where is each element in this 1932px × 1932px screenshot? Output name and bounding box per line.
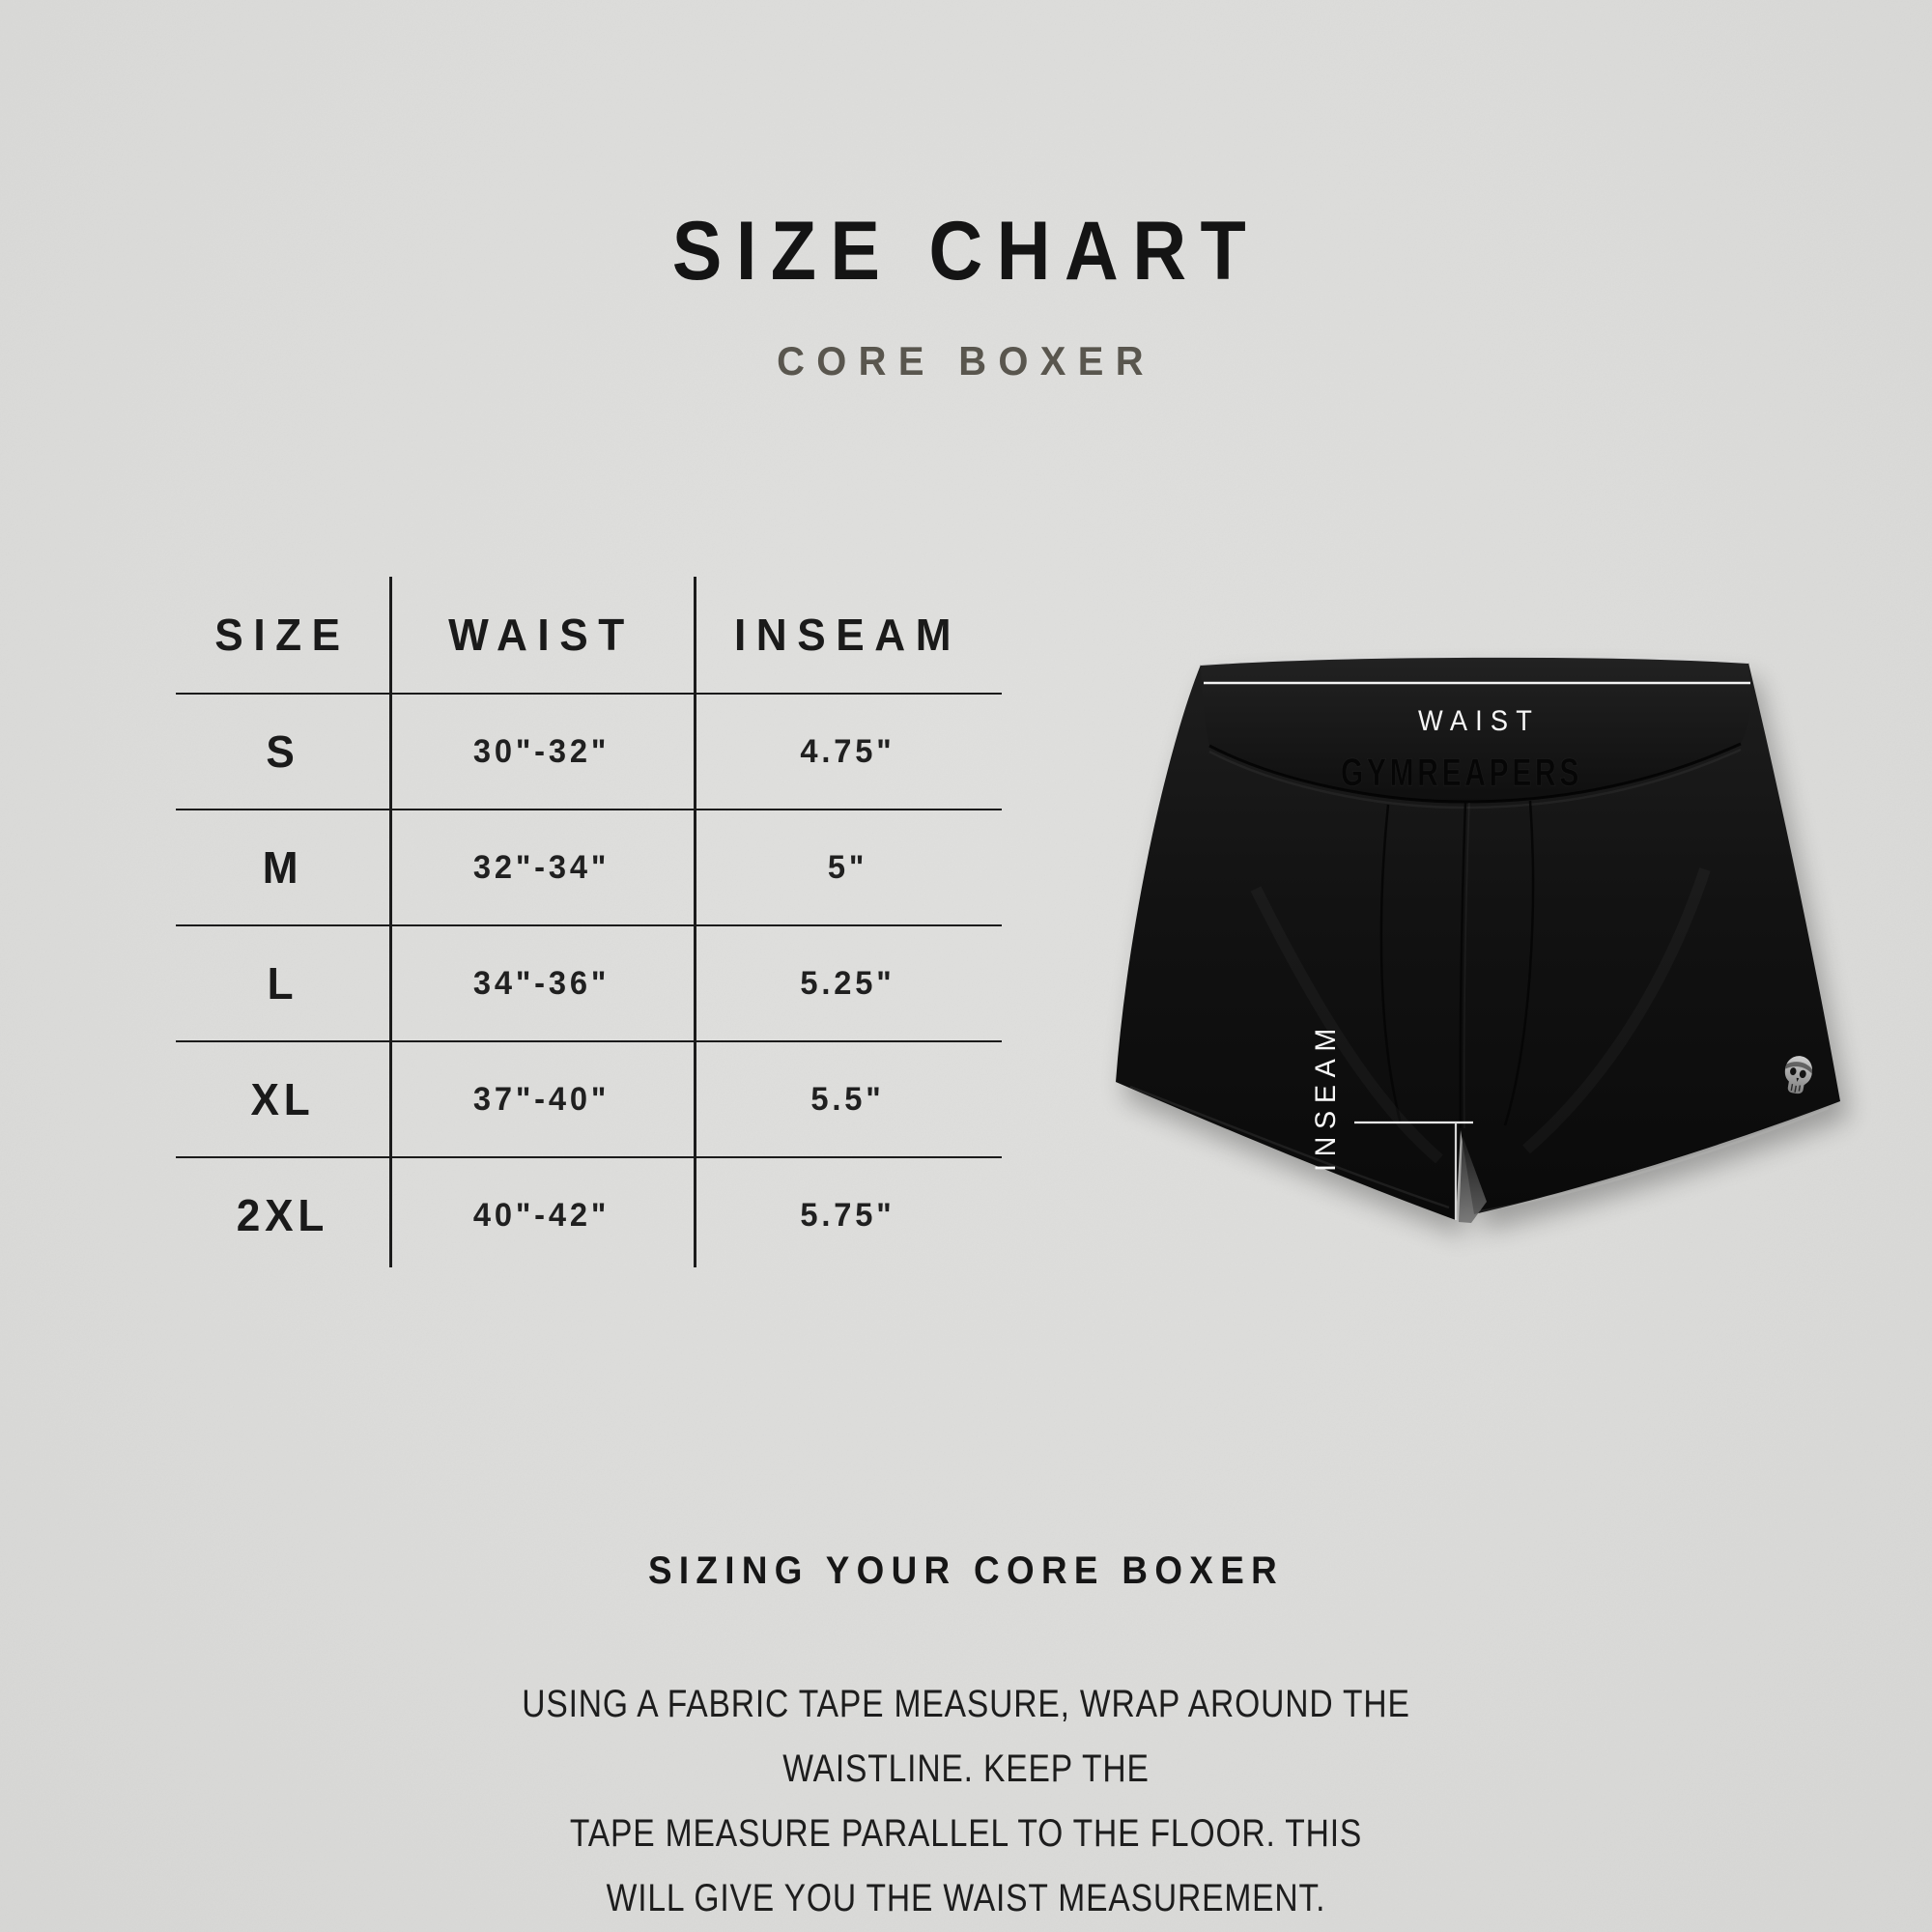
waist-value: 30"-32" xyxy=(472,732,611,770)
waist-value: 32"-34" xyxy=(472,848,611,886)
sizing-guide-text: USING A FABRIC TAPE MEASURE, WRAP AROUND… xyxy=(155,1672,1777,1931)
inseam-value: 5.5" xyxy=(810,1080,885,1118)
table-row: S 30"-32" 4.75" xyxy=(176,693,1002,809)
sizing-guide-line: WILL GIVE YOU THE WAIST MEASUREMENT. xyxy=(606,1877,1326,1919)
waist-label: WAIST xyxy=(1418,705,1540,737)
table-column-divider xyxy=(389,577,392,1267)
size-table: SIZE WAIST INSEAM S 30"-32" 4.75" M 32"-… xyxy=(176,577,1002,1274)
inseam-label: INSEAM xyxy=(1310,1021,1342,1172)
waist-value: 40"-42" xyxy=(472,1196,611,1234)
table-row: L 34"-36" 5.25" xyxy=(176,924,1002,1040)
boxer-product-figure: GYMREAPERS WAIST INSEAM xyxy=(1116,655,1849,1236)
column-header-size: SIZE xyxy=(214,610,351,660)
inseam-value: 5" xyxy=(827,848,868,886)
product-subtitle: CORE BOXER xyxy=(777,338,1155,384)
sizing-guide-heading: SIZING YOUR CORE BOXER xyxy=(647,1549,1285,1592)
waist-value: 34"-36" xyxy=(472,964,611,1002)
column-header-waist: WAIST xyxy=(448,610,635,660)
size-value: L xyxy=(267,958,298,1009)
size-value: M xyxy=(262,842,303,893)
size-value: S xyxy=(266,726,299,777)
page-title: SIZE CHART xyxy=(671,205,1261,298)
inseam-value: 4.75" xyxy=(800,732,895,770)
table-column-divider xyxy=(694,577,696,1267)
table-header-row: SIZE WAIST INSEAM xyxy=(176,577,1002,693)
sizing-guide-line: USING A FABRIC TAPE MEASURE, WRAP AROUND… xyxy=(522,1683,1410,1725)
table-row: XL 37"-40" 5.5" xyxy=(176,1040,1002,1156)
size-value: XL xyxy=(250,1074,315,1124)
brand-wordmark: GYMREAPERS xyxy=(1341,752,1582,794)
table-row: M 32"-34" 5" xyxy=(176,809,1002,924)
sizing-guide-line: WAISTLINE. KEEP THE xyxy=(782,1747,1150,1790)
sizing-guide-line: TAPE MEASURE PARALLEL TO THE FLOOR. THIS xyxy=(569,1812,1363,1855)
waist-value: 37"-40" xyxy=(472,1080,611,1118)
table-row: 2XL 40"-42" 5.75" xyxy=(176,1156,1002,1272)
size-value: 2XL xyxy=(236,1190,329,1240)
inseam-value: 5.75" xyxy=(800,1196,895,1234)
inseam-value: 5.25" xyxy=(800,964,895,1002)
column-header-inseam: INSEAM xyxy=(733,610,962,660)
